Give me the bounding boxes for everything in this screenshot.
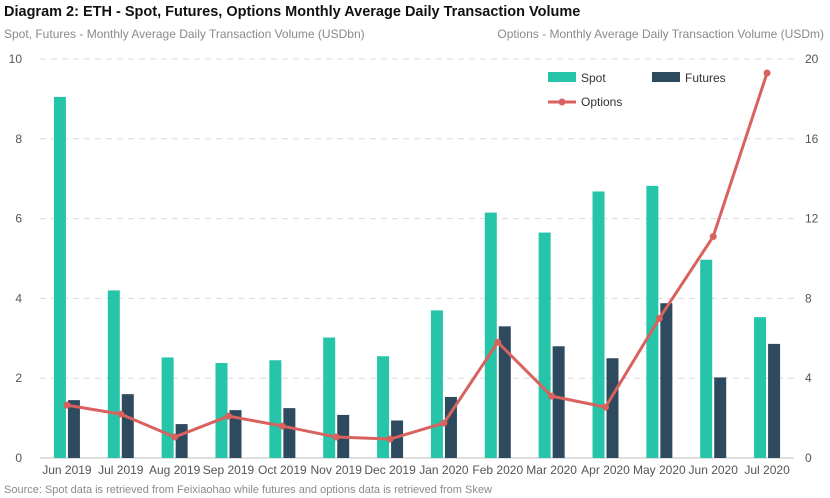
chart-title: Diagram 2: ETH - Spot, Futures, Options … [4, 4, 581, 20]
left-tick-label: 0 [15, 451, 22, 465]
options-point [548, 392, 556, 400]
left-tick-label: 10 [9, 52, 23, 66]
options-point [709, 233, 717, 241]
spot-bar [215, 363, 228, 458]
spot-bar [700, 259, 713, 458]
futures-bar [660, 303, 673, 458]
futures-bar [67, 400, 80, 458]
futures-bar [229, 410, 242, 458]
spot-bar [269, 360, 282, 458]
x-tick-label: Aug 2019 [149, 463, 201, 477]
options-point [386, 435, 394, 443]
futures-bar [391, 420, 404, 458]
x-tick-label: Jan 2020 [419, 463, 469, 477]
options-point [278, 422, 286, 430]
futures-bar [444, 396, 457, 458]
left-tick-label: 4 [15, 291, 22, 305]
spot-bar [323, 337, 336, 458]
futures-bar [714, 377, 727, 458]
futures-bar [175, 424, 188, 458]
source-note: Source: Spot data is retrieved from Feix… [4, 484, 492, 496]
spot-bar [754, 317, 767, 458]
left-tick-label: 8 [15, 132, 22, 146]
x-tick-label: Oct 2019 [258, 463, 307, 477]
x-tick-label: Feb 2020 [472, 463, 523, 477]
spot-bar [538, 232, 551, 458]
futures-bar [498, 326, 511, 458]
spot-bar [161, 357, 174, 458]
right-tick-label: 4 [805, 371, 812, 385]
spot-bar [592, 191, 605, 458]
options-line [66, 72, 769, 441]
x-tick-label: May 2020 [633, 463, 686, 477]
options-point [494, 338, 502, 346]
x-tick-label: Jul 2019 [98, 463, 144, 477]
right-tick-label: 0 [805, 451, 812, 465]
right-tick-label: 16 [805, 132, 819, 146]
options-point [225, 412, 232, 420]
legend-label-futures: Futures [685, 71, 726, 85]
options-point [763, 69, 771, 77]
right-tick-label: 12 [805, 212, 819, 226]
right-tick-label: 20 [805, 52, 819, 66]
x-tick-label: Jul 2020 [744, 463, 790, 477]
left-tick-label: 2 [15, 371, 22, 385]
futures-bar [606, 358, 619, 458]
right-axis-label: Options - Monthly Average Daily Transact… [497, 27, 824, 41]
futures-bar [552, 346, 565, 458]
futures-bar [768, 343, 781, 458]
spot-bar [377, 356, 390, 458]
spot-bar [646, 185, 659, 458]
options-point [332, 433, 340, 441]
x-tick-label: Apr 2020 [581, 463, 630, 477]
spot-bar [53, 96, 66, 458]
x-tick-label: Jun 2019 [42, 463, 92, 477]
x-tick-label: Dec 2019 [364, 463, 416, 477]
left-axis-label: Spot, Futures - Monthly Average Daily Tr… [4, 27, 365, 41]
futures-bar [283, 408, 296, 458]
x-tick-label: Mar 2020 [526, 463, 577, 477]
options-point [117, 410, 125, 418]
right-tick-label: 8 [805, 291, 812, 305]
left-tick-label: 6 [15, 212, 22, 226]
spot-bar [430, 310, 443, 458]
legend-marker-options [558, 98, 566, 106]
futures-bar [121, 394, 134, 458]
spot-bar [484, 212, 497, 458]
x-tick-label: Nov 2019 [311, 463, 363, 477]
options-point [602, 403, 609, 411]
options-point [655, 314, 663, 322]
spot-bar [107, 290, 120, 458]
legend-swatch-spot [548, 72, 576, 82]
options-point [63, 401, 71, 409]
legend-label-options: Options [581, 95, 622, 109]
legend-swatch-futures [652, 72, 680, 82]
x-tick-label: Jun 2020 [689, 463, 739, 477]
options-point [171, 433, 179, 441]
options-point [440, 419, 448, 427]
legend-label-spot: Spot [581, 71, 606, 85]
x-tick-label: Sep 2019 [203, 463, 255, 477]
